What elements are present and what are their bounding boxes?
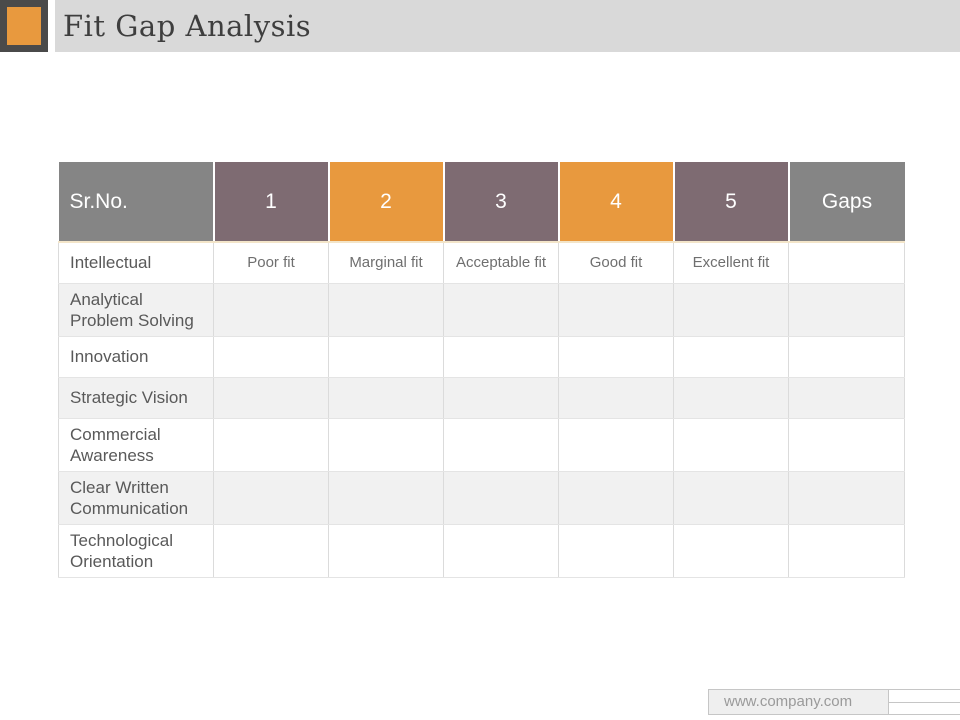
gaps-cell (788, 377, 905, 419)
table-row: Technological Orientation (58, 524, 905, 578)
rating-cell (328, 283, 444, 337)
rating-cell (328, 418, 444, 472)
rating-cell (558, 377, 674, 419)
gaps-cell (788, 283, 905, 337)
rating-cell (443, 377, 559, 419)
column-header-2: 2 (328, 162, 445, 243)
accent-square-icon (7, 7, 41, 45)
footer-website: www.company.com (708, 689, 889, 715)
column-header-gaps: Gaps (788, 162, 905, 243)
column-header-3: 3 (443, 162, 560, 243)
rating-cell (443, 336, 559, 378)
gaps-cell (788, 336, 905, 378)
rating-cell (673, 471, 789, 525)
rating-cell (328, 471, 444, 525)
rating-cell (213, 471, 329, 525)
gaps-cell (788, 471, 905, 525)
page-title: Fit Gap Analysis (63, 9, 312, 43)
column-header-1: 1 (213, 162, 330, 243)
rating-cell (443, 471, 559, 525)
rating-cell (558, 524, 674, 578)
column-header-4: 4 (558, 162, 675, 243)
table-row: Strategic Vision (58, 377, 905, 419)
rating-cell (673, 283, 789, 337)
row-label-cell: Clear Written Communication (58, 471, 214, 525)
rating-cell: Poor fit (213, 242, 329, 284)
logo-mark (0, 0, 48, 52)
rating-cell (558, 471, 674, 525)
row-label-cell: Analytical Problem Solving (58, 283, 214, 337)
rating-cell: Excellent fit (673, 242, 789, 284)
rating-cell (213, 283, 329, 337)
rating-cell: Good fit (558, 242, 674, 284)
rating-cell (213, 336, 329, 378)
rating-cell (213, 524, 329, 578)
row-label-cell: Intellectual (58, 242, 214, 284)
row-label-cell: Strategic Vision (58, 377, 214, 419)
column-header-5: 5 (673, 162, 790, 243)
rating-cell (558, 418, 674, 472)
fit-gap-table: Sr.No. 1 2 3 4 5 Gaps Intellectual Poor … (58, 162, 905, 578)
gaps-cell (788, 242, 905, 284)
title-band: Fit Gap Analysis (55, 0, 960, 52)
table-row: Commercial Awareness (58, 418, 905, 472)
rating-cell (558, 336, 674, 378)
rating-cell (328, 377, 444, 419)
rating-cell (673, 524, 789, 578)
table-row: Analytical Problem Solving (58, 283, 905, 337)
column-header-srno: Sr.No. (58, 162, 215, 243)
rating-cell: Marginal fit (328, 242, 444, 284)
rating-cell (213, 418, 329, 472)
row-label-cell: Technological Orientation (58, 524, 214, 578)
rating-cell (673, 336, 789, 378)
rating-cell (673, 377, 789, 419)
rating-cell (673, 418, 789, 472)
table-row: Clear Written Communication (58, 471, 905, 525)
table-header-row: Sr.No. 1 2 3 4 5 Gaps (58, 162, 905, 243)
row-label-cell: Commercial Awareness (58, 418, 214, 472)
rating-cell (328, 336, 444, 378)
fit-gap-table-wrap: Sr.No. 1 2 3 4 5 Gaps Intellectual Poor … (58, 162, 905, 578)
row-label-cell: Innovation (58, 336, 214, 378)
rating-cell: Acceptable fit (443, 242, 559, 284)
footer-ruled-line-divider (889, 690, 960, 703)
rating-cell (443, 283, 559, 337)
rating-cell (213, 377, 329, 419)
footer-ruled-lines (889, 689, 960, 715)
rating-cell (328, 524, 444, 578)
table-row: Innovation (58, 336, 905, 378)
table-row: Intellectual Poor fit Marginal fit Accep… (58, 242, 905, 284)
rating-cell (558, 283, 674, 337)
rating-cell (443, 524, 559, 578)
gaps-cell (788, 524, 905, 578)
rating-cell (443, 418, 559, 472)
gaps-cell (788, 418, 905, 472)
